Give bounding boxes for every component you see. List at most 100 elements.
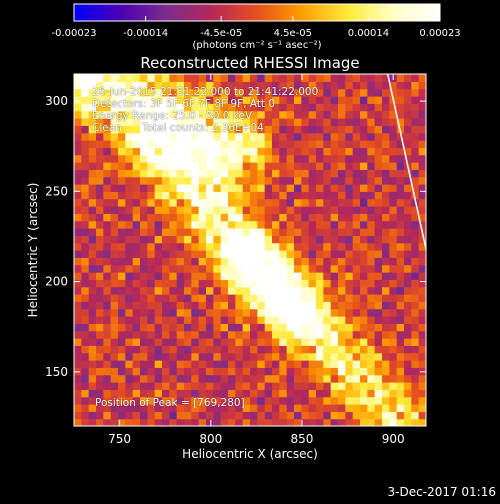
heatmap-cell	[374, 154, 383, 163]
heatmap-cell	[257, 118, 266, 126]
heatmap-cell	[220, 176, 229, 185]
heatmap-cell	[382, 147, 390, 156]
heatmap-cell	[147, 257, 156, 266]
heatmap-cell	[374, 323, 383, 332]
heatmap-cell	[404, 330, 412, 339]
heatmap-cell	[103, 382, 112, 390]
heatmap-cell	[110, 154, 119, 163]
heatmap-cell	[132, 404, 141, 412]
heatmap-cell	[323, 140, 332, 148]
heatmap-cell	[220, 374, 229, 383]
heatmap-cell	[213, 382, 222, 390]
heatmap-cell	[345, 125, 354, 134]
x-axis-tick-label: 750	[108, 432, 131, 446]
heatmap-cell	[118, 81, 126, 90]
heatmap-cell	[198, 411, 207, 420]
heatmap-cell	[184, 103, 192, 112]
heatmap-cell	[345, 396, 354, 405]
heatmap-cell	[220, 250, 229, 258]
heatmap-cell	[367, 360, 376, 368]
heatmap-cell	[206, 213, 214, 222]
heatmap-cell	[301, 96, 310, 104]
heatmap-cell	[88, 154, 97, 163]
heatmap-cell	[154, 308, 163, 317]
heatmap-cell	[345, 176, 354, 185]
heatmap-cell	[367, 352, 376, 361]
heatmap-cell	[404, 264, 412, 273]
heatmap-cell	[345, 206, 354, 214]
heatmap-cell	[308, 411, 317, 420]
heatmap-cell	[213, 118, 222, 126]
heatmap-cell	[411, 396, 420, 405]
heatmap-cell	[162, 257, 170, 266]
heatmap-cell	[74, 169, 82, 178]
heatmap-cell	[118, 154, 126, 163]
heatmap-cell	[374, 206, 383, 214]
heatmap-cell	[220, 191, 229, 200]
heatmap-cell	[206, 118, 214, 126]
heatmap-cell	[345, 345, 354, 354]
heatmap-cell	[323, 308, 332, 317]
heatmap-cell	[374, 242, 383, 251]
heatmap-cell	[294, 352, 302, 361]
heatmap-cell	[169, 162, 178, 170]
heatmap-cell	[294, 345, 302, 354]
heatmap-cell	[330, 118, 339, 126]
heatmap-cell	[418, 213, 426, 222]
heatmap-cell	[264, 154, 273, 163]
heatmap-cell	[279, 286, 288, 295]
heatmap-cell	[374, 235, 383, 244]
heatmap-cell	[330, 367, 339, 376]
heatmap-cell	[360, 323, 368, 332]
heatmap-cell	[110, 110, 119, 119]
heatmap-cell	[184, 169, 192, 178]
heatmap-cell	[213, 286, 222, 295]
heatmap-cell	[338, 191, 346, 200]
heatmap-cell	[81, 169, 90, 178]
heatmap-cell	[323, 132, 332, 141]
heatmap-cell	[74, 110, 82, 119]
heatmap-cell	[184, 411, 192, 420]
heatmap-cell	[110, 191, 119, 200]
heatmap-cell	[396, 345, 405, 354]
heatmap-cell	[81, 242, 90, 251]
heatmap-cell	[301, 206, 310, 214]
heatmap-cell	[74, 316, 82, 324]
heatmap-cell	[286, 418, 295, 426]
heatmap-cell	[242, 110, 251, 119]
heatmap-cell	[257, 338, 266, 346]
heatmap-cell	[352, 191, 361, 200]
heatmap-cell	[154, 125, 163, 134]
heatmap-cell	[323, 176, 332, 185]
heatmap-cell	[294, 367, 302, 376]
heatmap-cell	[176, 367, 185, 376]
heatmap-cell	[74, 125, 82, 134]
heatmap-cell	[301, 140, 310, 148]
heatmap-cell	[242, 272, 251, 280]
heatmap-cell	[228, 213, 236, 222]
heatmap-cell	[396, 110, 405, 119]
heatmap-cell	[118, 345, 126, 354]
heatmap-cell	[264, 88, 273, 97]
heatmap-cell	[154, 286, 163, 295]
heatmap-cell	[213, 411, 222, 420]
heatmap-cell	[125, 360, 134, 368]
heatmap-cell	[110, 147, 119, 156]
heatmap-cell	[176, 81, 185, 90]
heatmap-cell	[345, 96, 354, 104]
heatmap-cell	[345, 103, 354, 112]
heatmap-cell	[176, 228, 185, 236]
heatmap-cell	[96, 338, 104, 346]
heatmap-cell	[206, 140, 214, 148]
heatmap-cell	[103, 88, 112, 97]
heatmap-cell	[118, 316, 126, 324]
heatmap-cell	[162, 418, 170, 426]
heatmap-cell	[88, 242, 97, 251]
heatmap-cell	[191, 257, 200, 266]
heatmap-cell	[154, 257, 163, 266]
heatmap-cell	[74, 279, 82, 288]
heatmap-cell	[330, 125, 339, 134]
heatmap-cell	[118, 396, 126, 405]
heatmap-cell	[338, 132, 346, 141]
heatmap-cell	[360, 382, 368, 390]
